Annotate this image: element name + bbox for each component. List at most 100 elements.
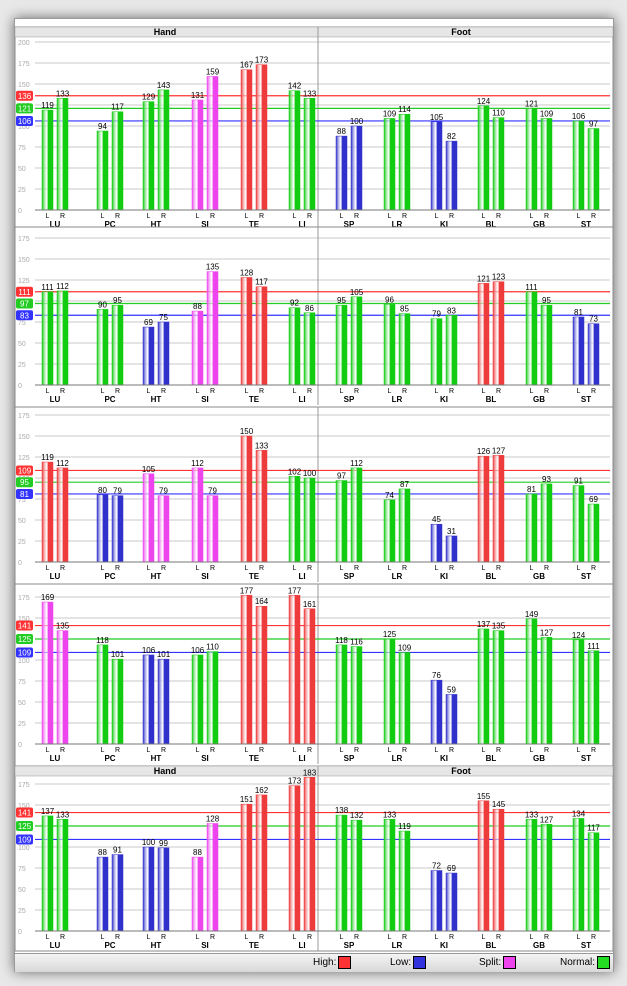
side-label: R [161, 934, 166, 941]
y-tick-label: 75 [18, 145, 26, 152]
value-label: 79 [113, 487, 122, 496]
value-label: 134 [572, 809, 586, 818]
side-label: L [577, 934, 581, 941]
value-label: 112 [56, 282, 69, 291]
bar-sp-l [335, 304, 348, 386]
panel-header [15, 765, 613, 777]
side-label: L [46, 388, 50, 395]
meridian-label: KI [440, 572, 448, 581]
side-label: L [245, 565, 249, 572]
bar-lu-l [41, 291, 54, 386]
legend-high-label: High: [313, 957, 337, 968]
bar-li-l [288, 307, 301, 386]
side-label: R [161, 747, 166, 754]
y-tick-label: 0 [18, 383, 22, 390]
meridian-label: SP [344, 572, 355, 581]
value-label: 151 [240, 795, 254, 804]
value-label: 95 [113, 296, 122, 305]
value-label: 119 [41, 101, 54, 110]
side-label: R [496, 213, 501, 220]
meridian-label: LU [50, 941, 61, 950]
side-label: R [210, 565, 215, 572]
reference-badge [16, 115, 33, 126]
value-label: 105 [142, 465, 156, 474]
bar-te-r [255, 605, 268, 745]
meridian-label: HT [151, 572, 162, 581]
legend-bar: High: Low: Split: Normal: [15, 953, 613, 972]
side-label: R [402, 747, 407, 754]
meridian-label: LU [50, 220, 61, 229]
legend-normal-swatch [597, 956, 611, 969]
y-tick-label: 150 [18, 616, 30, 623]
bar-bl-r [492, 281, 505, 386]
side-label: L [577, 565, 581, 572]
bar-ht-l [142, 101, 155, 211]
side-label: L [46, 934, 50, 941]
y-tick-label: 25 [18, 187, 26, 194]
side-label: R [496, 565, 501, 572]
value-label: 110 [206, 643, 219, 652]
side-label: R [259, 213, 264, 220]
side-label: R [591, 565, 596, 572]
value-label: 69 [447, 864, 456, 873]
y-tick-label: 50 [18, 166, 26, 173]
bar-bl-l [477, 105, 490, 211]
bar-ki-l [430, 679, 443, 745]
meridian-label: SP [344, 754, 355, 763]
value-label: 79 [432, 310, 441, 319]
bar-si-l [191, 856, 204, 932]
bar-st-l [572, 639, 585, 745]
side-label: L [245, 388, 249, 395]
y-tick-label: 100 [18, 845, 30, 852]
value-label: 149 [525, 610, 539, 619]
value-label: 94 [98, 122, 107, 131]
value-label: 88 [193, 302, 202, 311]
side-label: L [196, 388, 200, 395]
bar-ht-l [142, 326, 155, 386]
bar-si-l [191, 99, 204, 211]
y-tick-label: 25 [18, 539, 26, 546]
value-label: 117 [255, 278, 268, 287]
reference-label: 83 [20, 311, 29, 320]
side-label: L [482, 213, 486, 220]
reference-label: 109 [18, 466, 32, 475]
value-label: 116 [350, 638, 363, 647]
y-tick-label: 125 [18, 278, 30, 285]
y-tick-label: 200 [18, 40, 30, 47]
side-label: L [435, 213, 439, 220]
side-label: L [293, 934, 297, 941]
bar-gb-r [540, 304, 553, 386]
value-label: 137 [41, 807, 55, 816]
meridian-label: LI [298, 941, 305, 950]
side-label: L [388, 747, 392, 754]
value-label: 79 [159, 487, 168, 496]
bar-st-l [572, 485, 585, 563]
meridian-label: LU [50, 754, 61, 763]
bar-te-r [255, 450, 268, 563]
value-label: 133 [255, 441, 269, 450]
value-label: 97 [589, 120, 598, 129]
side-label: L [101, 565, 105, 572]
side-label: L [196, 213, 200, 220]
bar-lu-l [41, 601, 54, 745]
bar-gb-l [525, 493, 538, 563]
side-label: R [496, 934, 501, 941]
reference-label: 109 [18, 835, 32, 844]
bar-lr-l [383, 118, 396, 211]
meridian-label: SI [201, 220, 209, 229]
y-tick-label: 75 [18, 679, 26, 686]
bar-gb-l [525, 291, 538, 386]
side-label: R [591, 934, 596, 941]
value-label: 105 [350, 288, 364, 297]
side-label: R [544, 565, 549, 572]
side-label: L [147, 388, 151, 395]
value-label: 132 [350, 811, 364, 820]
bar-te-r [255, 794, 268, 932]
header-hand: Hand [154, 27, 177, 37]
bar-si-r [206, 76, 219, 211]
value-label: 133 [525, 810, 539, 819]
reference-badge [16, 834, 33, 845]
meridian-label: GB [533, 754, 545, 763]
value-label: 162 [255, 786, 269, 795]
side-label: R [210, 388, 215, 395]
